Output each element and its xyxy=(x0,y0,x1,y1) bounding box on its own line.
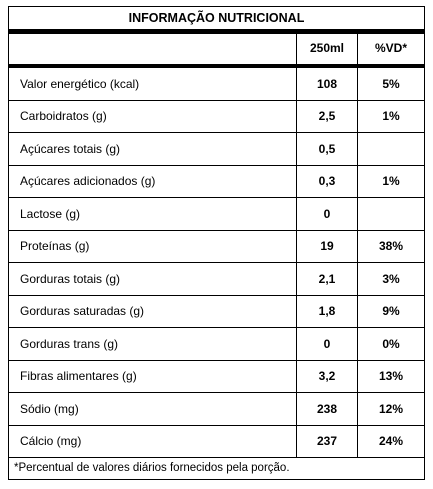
nutrient-amount: 2,5 xyxy=(296,100,357,132)
nutrient-vd xyxy=(357,133,424,165)
nutrient-vd: 38% xyxy=(357,230,424,262)
footnote: *Percentual de valores diários fornecido… xyxy=(9,457,424,479)
table-row: Valor energético (kcal) 108 5% xyxy=(9,67,424,100)
nutrient-amount: 0,5 xyxy=(296,133,357,165)
nutrient-vd: 13% xyxy=(357,360,424,392)
nutrient-vd: 3% xyxy=(357,263,424,295)
nutrition-facts-table: INFORMAÇÃO NUTRICIONAL 250ml %VD* Valor … xyxy=(8,6,425,480)
nutrient-amount: 238 xyxy=(296,393,357,425)
table-row: Sódio (mg) 238 12% xyxy=(9,392,424,425)
table-row: Açúcares totais (g) 0,5 xyxy=(9,132,424,165)
header-divider xyxy=(9,64,424,67)
nutrient-name: Açúcares adicionados (g) xyxy=(20,174,156,189)
nutrient-name: Cálcio (mg) xyxy=(20,434,82,449)
table-row: Gorduras trans (g) 0 0% xyxy=(9,327,424,360)
nutrient-amount: 0,3 xyxy=(296,165,357,197)
table-row: Carboidratos (g) 2,5 1% xyxy=(9,99,424,132)
nutrient-rows: Valor energético (kcal) 108 5% Carboidra… xyxy=(9,67,424,457)
nutrient-vd: 0% xyxy=(357,328,424,360)
nutrient-vd: 1% xyxy=(357,165,424,197)
nutrient-name: Lactose (g) xyxy=(20,206,81,221)
header-portion: 250ml xyxy=(296,32,357,64)
table-row: Gorduras saturadas (g) 1,8 9% xyxy=(9,294,424,327)
table-row: Proteínas (g) 19 38% xyxy=(9,229,424,262)
nutrient-name: Proteínas (g) xyxy=(20,239,90,254)
table-row: Gorduras totais (g) 2,1 3% xyxy=(9,262,424,295)
nutrient-amount: 108 xyxy=(296,68,357,100)
nutrient-amount: 2,1 xyxy=(296,263,357,295)
table-row: Açúcares adicionados (g) 0,3 1% xyxy=(9,164,424,197)
nutrient-vd: 24% xyxy=(357,425,424,457)
nutrient-name: Gorduras totais (g) xyxy=(20,271,121,286)
table-header: 250ml %VD* xyxy=(9,32,424,64)
nutrient-name: Gorduras saturadas (g) xyxy=(20,304,145,319)
nutrient-vd xyxy=(357,198,424,230)
nutrient-name: Açúcares totais (g) xyxy=(20,141,121,156)
table-row: Lactose (g) 0 xyxy=(9,197,424,230)
nutrient-name: Gorduras trans (g) xyxy=(20,336,119,351)
nutrient-name: Sódio (mg) xyxy=(20,401,79,416)
nutrient-name: Fibras alimentares (g) xyxy=(20,369,137,384)
nutrient-amount: 3,2 xyxy=(296,360,357,392)
header-vd: %VD* xyxy=(357,32,424,64)
nutrient-amount: 0 xyxy=(296,328,357,360)
table-row: Cálcio (mg) 237 24% xyxy=(9,424,424,457)
nutrient-amount: 19 xyxy=(296,230,357,262)
table-row: Fibras alimentares (g) 3,2 13% xyxy=(9,359,424,392)
table-title: INFORMAÇÃO NUTRICIONAL xyxy=(128,11,305,25)
nutrient-vd: 12% xyxy=(357,393,424,425)
title-divider xyxy=(9,29,424,34)
nutrient-vd: 9% xyxy=(357,295,424,327)
nutrient-vd: 1% xyxy=(357,100,424,132)
nutrient-name: Carboidratos (g) xyxy=(20,109,107,124)
nutrient-amount: 1,8 xyxy=(296,295,357,327)
nutrient-name: Valor energético (kcal) xyxy=(20,76,140,91)
nutrient-amount: 0 xyxy=(296,198,357,230)
header-nutrient-cell xyxy=(9,32,296,64)
nutrient-amount: 237 xyxy=(296,425,357,457)
nutrient-vd: 5% xyxy=(357,68,424,100)
